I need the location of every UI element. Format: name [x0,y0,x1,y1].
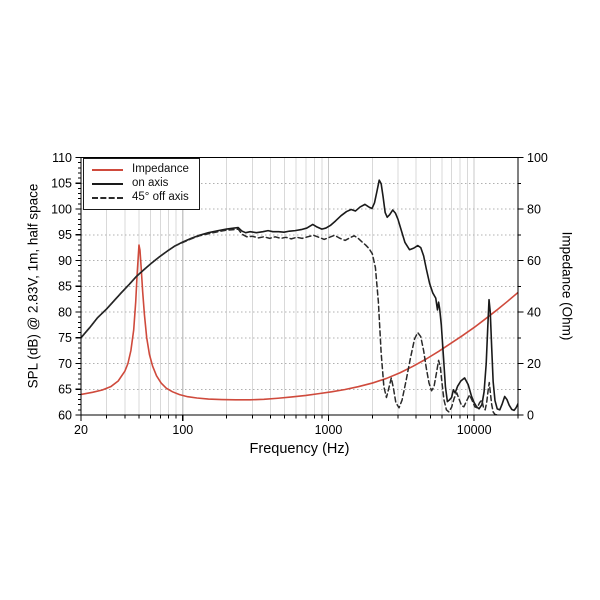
x-tick-label: 10000 [457,423,492,437]
series-on-axis [81,179,518,412]
x-tick-label: 1000 [315,423,343,437]
y-left-tick-label: 80 [58,305,72,319]
y-left-tick-label: 60 [58,408,72,422]
y-right-tick-label: 0 [527,408,534,422]
legend-label-impedance: Impedance [132,163,189,175]
y-left-tick-label: 70 [58,357,72,371]
x-axis-title: Frequency (Hz) [249,441,350,457]
y-left-tick-label: 85 [58,280,72,294]
series-impedance [81,244,518,401]
y-axis-title-spl: SPL (dB) @ 2.83V, 1m, half space [25,183,41,389]
y-right-tick-label: 80 [527,202,541,216]
y-axis-title-impedance: Impedance (Ohm) [559,231,575,341]
impedance-line-sample [92,168,123,171]
y-left-tick-label: 65 [58,383,72,397]
legend-item-impedance: Impedance [92,163,189,176]
off-axis-line-sample [92,196,123,199]
y-left-tick-label: 105 [51,177,72,191]
y-left-tick-label: 75 [58,331,72,345]
y-left-tick-label: 100 [51,202,72,216]
legend: Impedance on axis 45° off axis [83,158,200,210]
y-left-tick-label: 90 [58,254,72,268]
y-right-tick-label: 60 [527,254,541,268]
series-group [81,179,518,415]
x-tick-label: 100 [172,423,193,437]
y-right-tick-label: 40 [527,305,541,319]
y-right-tick-label: 100 [527,151,548,165]
legend-item-on-axis: on axis [92,177,189,190]
on-axis-line-sample [92,182,123,185]
x-tick-label: 20 [74,423,88,437]
y-left-tick-label: 110 [52,151,72,165]
legend-label-on-axis: on axis [132,177,169,189]
legend-label-off-axis: 45° off axis [132,191,189,203]
legend-item-off-axis: 45° off axis [92,191,189,204]
y-right-tick-label: 20 [527,357,541,371]
y-left-tick-label: 95 [58,228,72,242]
series-45-off-axis [81,228,498,415]
plot-border [80,156,519,416]
